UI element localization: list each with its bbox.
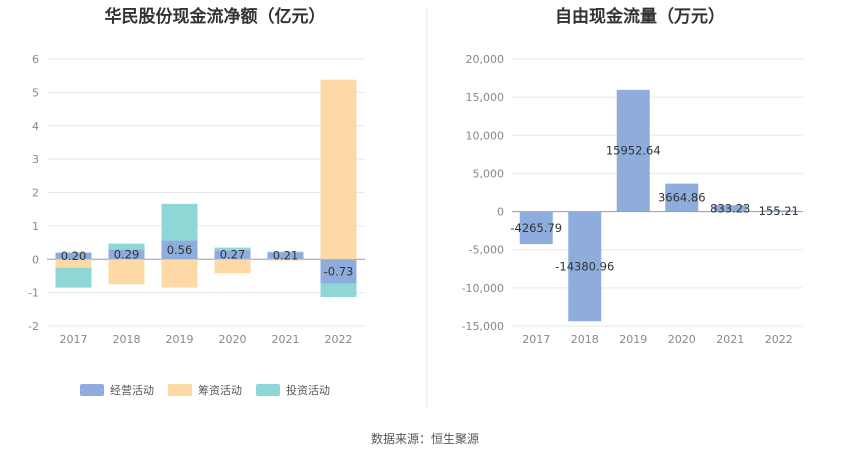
bar-投资活动-2022 bbox=[320, 283, 357, 297]
bar-筹资活动-2017 bbox=[55, 259, 92, 268]
data-label: 15952.64 bbox=[606, 144, 661, 158]
bar-经营活动-2021 bbox=[267, 252, 304, 260]
data-label: -0.73 bbox=[324, 264, 354, 278]
y-tick-label: 0 bbox=[497, 206, 504, 219]
y-tick-label: 1 bbox=[32, 220, 39, 233]
bar-投资活动-2020 bbox=[214, 247, 251, 251]
data-label: -14380.96 bbox=[555, 259, 614, 273]
bar-经营活动-2020 bbox=[214, 250, 251, 260]
x-tick-label: 2022 bbox=[765, 333, 793, 346]
y-tick-label: 6 bbox=[32, 53, 39, 66]
bar-投资活动-2017 bbox=[55, 267, 92, 288]
bar-经营活动-2017 bbox=[55, 252, 92, 260]
free-cashflow-bar-chart: -15,000 -10,000 -5,000 0 5,000 10,000 15,000 20… bbox=[462, 53, 803, 346]
bar-筹资活动-2019 bbox=[161, 259, 198, 288]
x-tick-label: 2021 bbox=[272, 333, 300, 346]
legend-swatch bbox=[80, 384, 104, 396]
y-tick-label: 15,000 bbox=[466, 91, 505, 104]
bar-筹资活动-2020 bbox=[214, 259, 251, 274]
y-tick-label: 5 bbox=[32, 86, 39, 99]
y-tick-label: -15,000 bbox=[462, 320, 504, 333]
data-label: 0.27 bbox=[220, 248, 246, 262]
bar-筹资活动-2021 bbox=[267, 259, 304, 261]
x-tick-label: 2017 bbox=[522, 333, 550, 346]
data-label: 0.21 bbox=[273, 249, 299, 263]
legend-label: 筹资活动 bbox=[198, 383, 242, 397]
bar-筹资活动-2022 bbox=[320, 79, 357, 260]
x-tick-label: 2022 bbox=[325, 333, 353, 346]
bar-value-2021 bbox=[713, 205, 747, 212]
legend-swatch bbox=[256, 384, 280, 396]
bar-value-2019 bbox=[616, 89, 650, 212]
x-tick-label: 2017 bbox=[60, 333, 88, 346]
y-tick-label: -10,000 bbox=[462, 282, 504, 295]
source-note: 数据来源：恒生聚源 bbox=[371, 431, 479, 446]
data-label: 3664.86 bbox=[658, 191, 706, 205]
bar-value-2017 bbox=[519, 211, 553, 245]
bar-value-2022 bbox=[762, 210, 796, 212]
legend-label: 经营活动 bbox=[110, 383, 154, 397]
legend-swatch bbox=[168, 384, 192, 396]
y-tick-label: 5,000 bbox=[473, 167, 505, 180]
y-tick-label: 2 bbox=[32, 187, 39, 200]
y-tick-label: 20,000 bbox=[466, 53, 505, 66]
x-tick-label: 2018 bbox=[571, 333, 599, 346]
bar-经营活动-2022 bbox=[320, 259, 357, 284]
y-tick-label: -5,000 bbox=[469, 244, 504, 257]
bar-经营活动-2019 bbox=[161, 240, 198, 260]
data-label: 833.23 bbox=[710, 201, 750, 215]
bar-value-2018 bbox=[568, 211, 602, 322]
data-label: -4265.79 bbox=[510, 221, 562, 235]
bar-投资活动-2021 bbox=[267, 251, 304, 253]
data-label: 0.29 bbox=[114, 247, 140, 261]
x-tick-label: 2021 bbox=[716, 333, 744, 346]
x-tick-label: 2020 bbox=[219, 333, 247, 346]
y-tick-label: 4 bbox=[32, 120, 39, 133]
left-chart-title: 华民股份现金流净额（亿元） bbox=[105, 6, 326, 27]
data-label: 155.21 bbox=[759, 204, 799, 218]
data-label: 0.56 bbox=[167, 243, 193, 257]
right-chart-title: 自由现金流量（万元） bbox=[555, 6, 725, 27]
y-tick-label: -2 bbox=[28, 320, 39, 333]
legend-label: 投资活动 bbox=[286, 383, 330, 397]
chart-legend: 经营活动 筹资活动 投资活动 bbox=[80, 383, 330, 397]
bar-经营活动-2018 bbox=[108, 249, 145, 260]
x-tick-label: 2019 bbox=[619, 333, 647, 346]
bar-筹资活动-2018 bbox=[108, 259, 145, 285]
y-tick-label: 3 bbox=[32, 153, 39, 166]
x-tick-label: 2018 bbox=[113, 333, 141, 346]
x-tick-label: 2019 bbox=[166, 333, 194, 346]
bar-投资活动-2019 bbox=[161, 203, 198, 241]
y-tick-label: -1 bbox=[28, 287, 39, 300]
y-tick-label: 0 bbox=[32, 253, 39, 266]
data-label: 0.20 bbox=[61, 249, 87, 263]
bar-投资活动-2018 bbox=[108, 243, 145, 250]
cashflow-stacked-bar-chart: -2 -1 0 1 2 3 4 5 6 2017 2018 2019 2020 2021 2022 0.20 0… bbox=[28, 53, 365, 346]
x-tick-label: 2020 bbox=[668, 333, 696, 346]
bar-value-2020 bbox=[665, 183, 699, 212]
y-tick-label: 10,000 bbox=[466, 129, 505, 142]
